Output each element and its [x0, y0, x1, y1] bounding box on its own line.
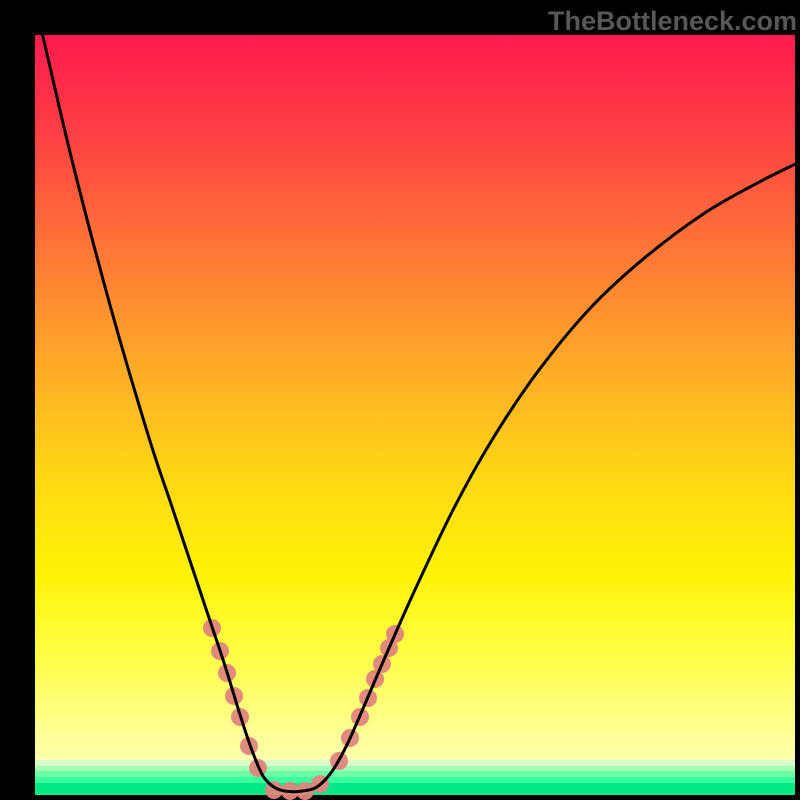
gradient-band-4	[35, 783, 795, 795]
watermark-text: TheBottleneck.com	[548, 6, 797, 37]
data-marker	[351, 708, 369, 726]
data-marker	[211, 642, 229, 660]
data-marker	[359, 689, 377, 707]
data-marker	[203, 619, 221, 637]
data-marker	[249, 759, 267, 777]
data-marker	[366, 670, 384, 688]
data-marker	[386, 625, 404, 643]
data-marker	[330, 752, 348, 770]
data-marker	[311, 775, 329, 793]
data-marker	[231, 708, 249, 726]
plot-area	[35, 35, 795, 795]
data-marker	[341, 729, 359, 747]
data-marker	[240, 737, 258, 755]
data-marker	[218, 664, 236, 682]
gradient-main	[35, 35, 795, 760]
data-marker	[225, 687, 243, 705]
chart-container: TheBottleneck.com	[0, 0, 800, 800]
